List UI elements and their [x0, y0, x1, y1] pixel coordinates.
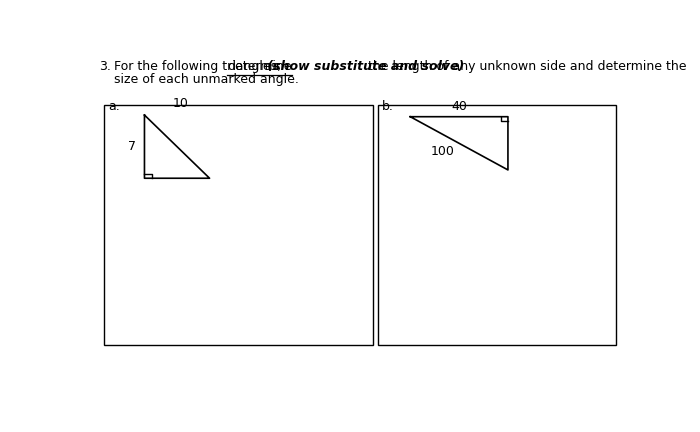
Bar [378, 105, 617, 345]
Text: b.: b. [382, 100, 394, 113]
Text: 7: 7 [128, 140, 136, 153]
Text: size of each unmarked angle.: size of each unmarked angle. [113, 73, 298, 86]
Text: 100: 100 [431, 145, 455, 158]
Text: a.: a. [108, 100, 120, 113]
Text: (show substitute and solve): (show substitute and solve) [262, 60, 464, 73]
Text: the length of any unknown side and determine the: the length of any unknown side and deter… [364, 60, 687, 73]
Text: 40: 40 [452, 100, 467, 113]
Text: determine: determine [228, 60, 292, 73]
Text: 3.: 3. [99, 60, 111, 73]
Bar [104, 105, 373, 345]
Text: 10: 10 [173, 97, 189, 110]
Text: For the following triangles,: For the following triangles, [113, 60, 285, 73]
